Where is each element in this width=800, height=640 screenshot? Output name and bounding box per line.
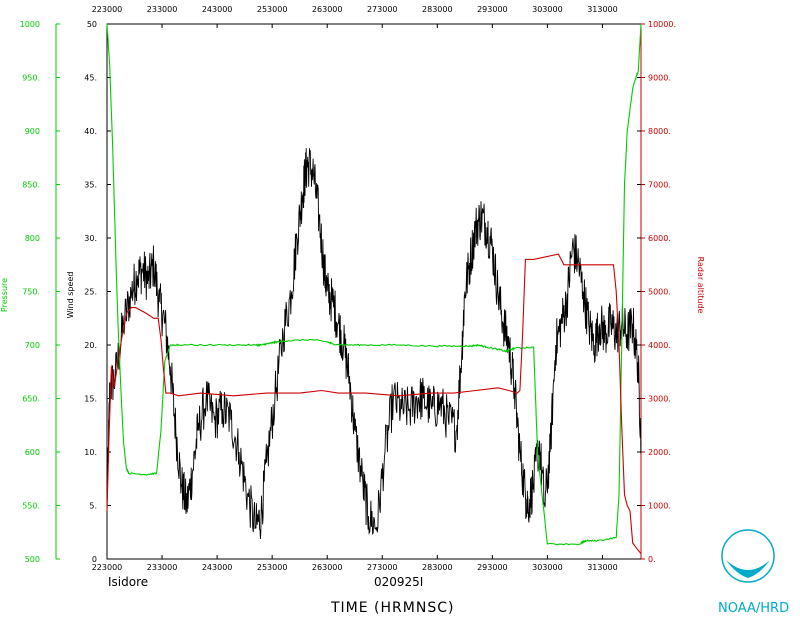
- x-top-tick-label: 263000: [312, 5, 343, 14]
- pressure-tick-label: 850.: [22, 181, 40, 190]
- pressure-tick-label: 750.: [22, 288, 40, 297]
- pressure-axis-title: Pressure: [0, 278, 9, 312]
- x-top-tick-label: 293000: [477, 5, 508, 14]
- wind-tick-label: 20.: [84, 341, 97, 350]
- pressure-tick-label: 600: [25, 448, 40, 457]
- pressure-axis-ticks: 500 550. 600 650. 700 750. 800 850. 900 950. 1000: [20, 20, 60, 564]
- noaa-logo: NOAA: [721, 529, 775, 583]
- flight-date-label: 020925I: [374, 575, 423, 589]
- wind-tick-label: 50: [87, 20, 97, 29]
- pressure-tick-label: 500: [25, 555, 40, 564]
- x-top-tick-label: 273000: [367, 5, 398, 14]
- wind-tick-label: 35.: [84, 181, 97, 190]
- x-tick-label: 253000: [257, 563, 288, 572]
- altitude-tick-label: 2000.: [648, 448, 671, 457]
- wind-axis-ticks: 0 5. 10. 15. 20. 25. 30. 35. 40. 45. 50: [84, 20, 641, 564]
- x-top-tick-label: 233000: [147, 5, 178, 14]
- altitude-tick-label: 0.: [648, 555, 656, 564]
- altitude-tick-label: 10000.: [648, 20, 676, 29]
- wind-series-line: [106, 148, 642, 540]
- altitude-axis-ticks: 0. 1000. 2000. 3000. 4000. 5000. 6000. 7000. 800…: [641, 20, 676, 564]
- altitude-tick-label: 5000.: [648, 288, 671, 297]
- altitude-axis-title: Radar altitude: [696, 257, 705, 314]
- altitude-tick-label: 9000.: [648, 74, 671, 83]
- x-top-tick-label: 223000: [92, 5, 123, 14]
- plot-frame: [106, 23, 642, 560]
- x-tick-label: 293000: [477, 563, 508, 572]
- x-top-tick-label: 313000: [587, 5, 618, 14]
- wind-tick-label: 45.: [84, 74, 97, 83]
- x-tick-label: 303000: [532, 563, 563, 572]
- pressure-tick-label: 1000: [20, 20, 40, 29]
- pressure-tick-label: 650.: [22, 395, 40, 404]
- pressure-tick-label: 700: [25, 341, 40, 350]
- x-top-tick-label: 243000: [202, 5, 233, 14]
- wind-tick-label: 5.: [89, 502, 97, 511]
- wind-tick-label: 40.: [84, 127, 97, 136]
- wind-tick-label: 0: [92, 555, 97, 564]
- x-top-tick-label: 253000: [257, 5, 288, 14]
- altitude-tick-label: 3000.: [648, 395, 671, 404]
- wind-tick-label: 30.: [84, 234, 97, 243]
- altitude-tick-label: 7000.: [648, 181, 671, 190]
- altitude-series-line: [106, 253, 642, 554]
- altitude-tick-label: 8000.: [648, 127, 671, 136]
- x-tick-label: 313000: [587, 563, 618, 572]
- altitude-tick-label: 1000.: [648, 502, 671, 511]
- x-tick-label: 233000: [147, 563, 178, 572]
- wind-axis-title: Wind speed: [66, 272, 75, 319]
- pressure-series-line: [106, 23, 642, 546]
- x-tick-label: 243000: [202, 563, 233, 572]
- wind-tick-label: 15.: [84, 395, 97, 404]
- x-tick-label: 283000: [422, 563, 453, 572]
- x-axis-title: TIME (HRMNSC): [330, 600, 454, 616]
- x-axis-top-ticks: 223000 233000 243000 253000 263000 273000 2830…: [92, 5, 618, 28]
- wind-tick-label: 25.: [84, 288, 97, 297]
- credit-label: NOAA/HRD: [718, 601, 789, 616]
- storm-name-label: Isidore: [108, 575, 148, 589]
- x-tick-label: 263000: [312, 563, 343, 572]
- x-top-tick-label: 283000: [422, 5, 453, 14]
- pressure-tick-label: 950.: [22, 74, 40, 83]
- x-top-tick-label: 303000: [532, 5, 563, 14]
- pressure-tick-label: 800: [25, 234, 40, 243]
- wind-tick-label: 10.: [84, 448, 97, 457]
- pressure-tick-label: 550.: [22, 502, 40, 511]
- x-tick-label: 273000: [367, 563, 398, 572]
- altitude-tick-label: 6000.: [648, 234, 671, 243]
- pressure-tick-label: 900: [25, 127, 40, 136]
- series-lines: [106, 23, 642, 554]
- noaa-logo-text: NOAA: [737, 546, 760, 554]
- altitude-tick-label: 4000.: [648, 341, 671, 350]
- x-axis-bottom-ticks: 223000 233000 243000 253000 263000 273000 2830…: [92, 555, 618, 572]
- x-tick-label: 223000: [92, 563, 123, 572]
